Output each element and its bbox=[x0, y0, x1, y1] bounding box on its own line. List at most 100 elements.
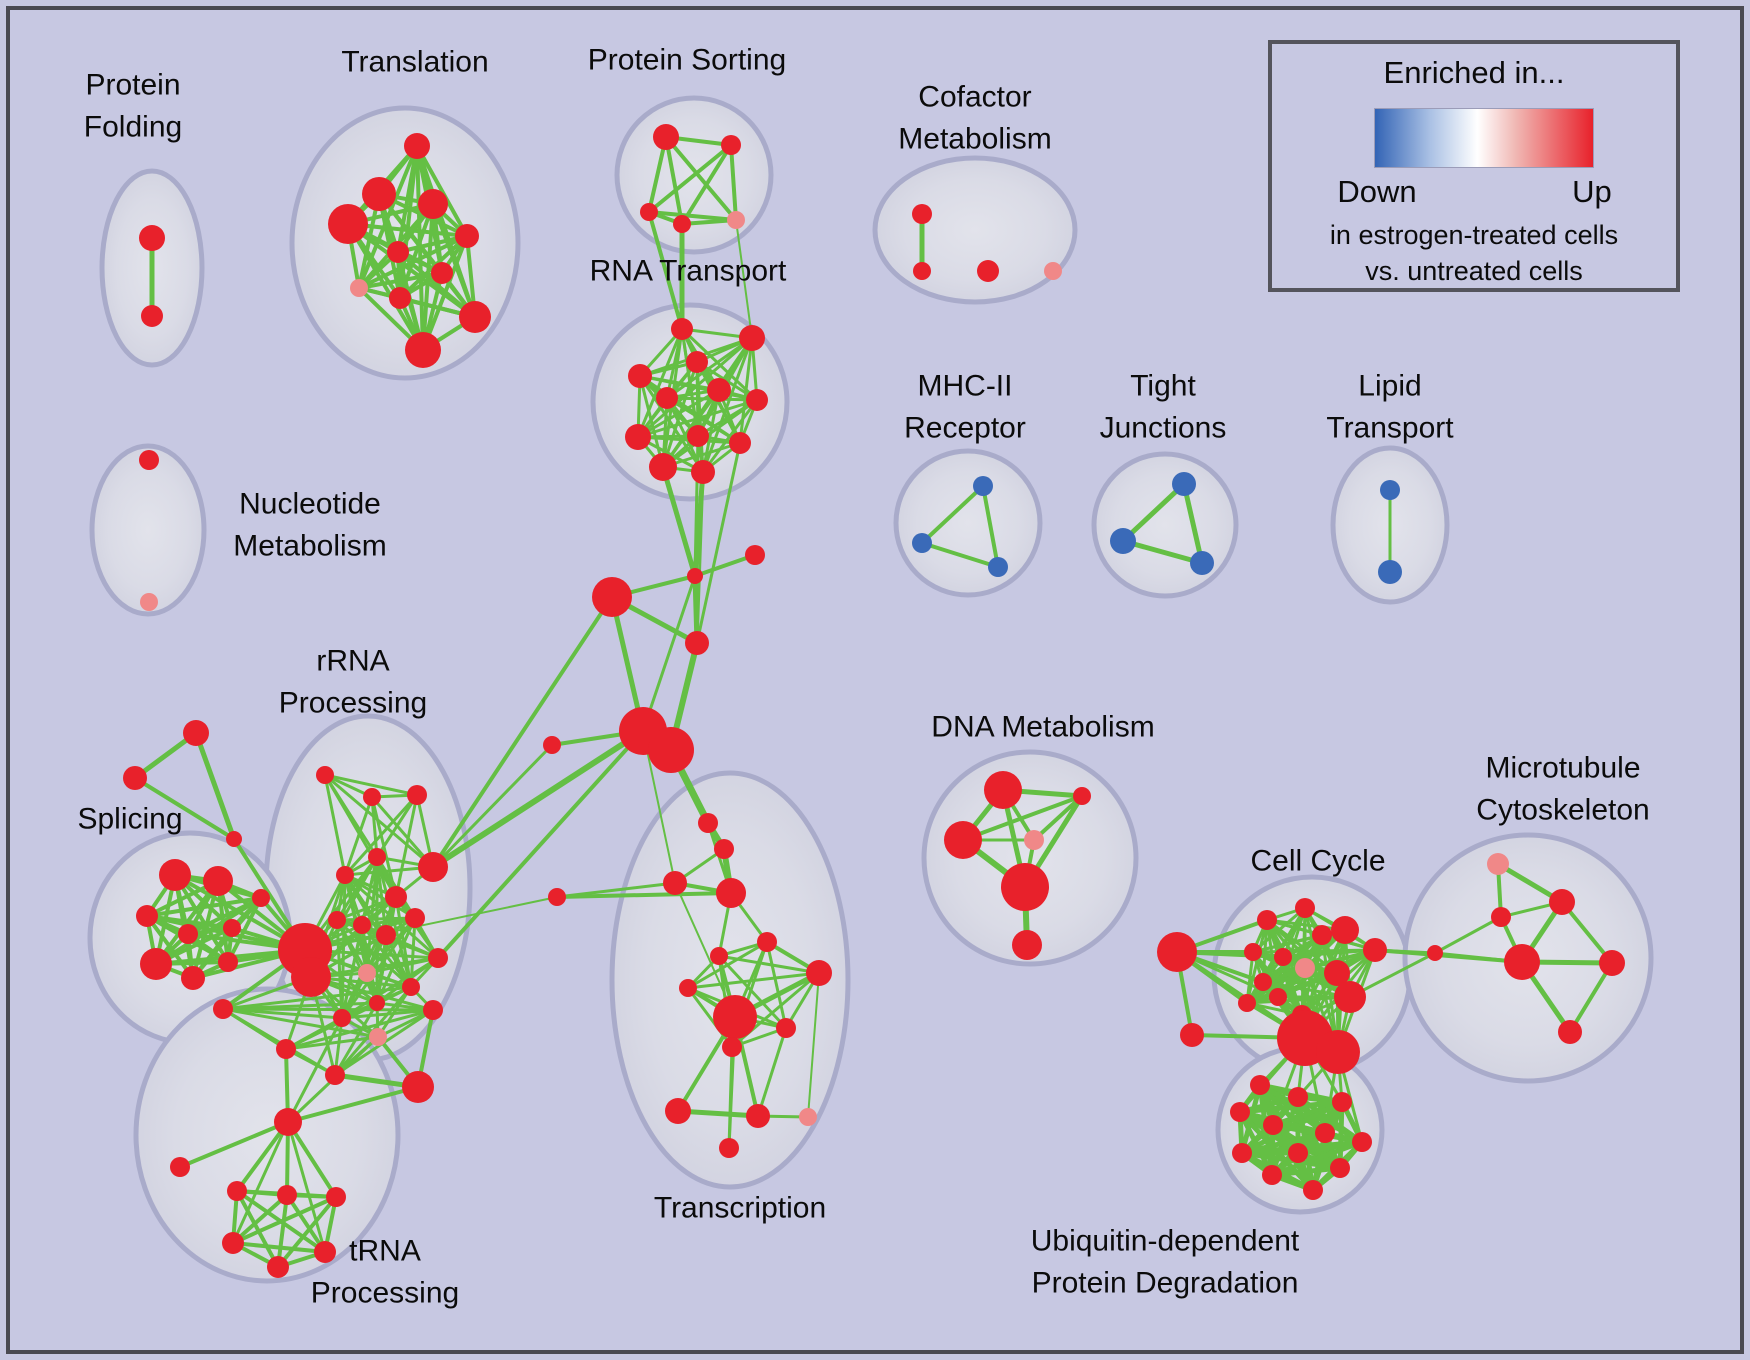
node-X4 bbox=[716, 878, 746, 908]
legend-subtitle-line1: in estrogen-treated cells bbox=[1329, 220, 1619, 250]
node-B2 bbox=[912, 533, 932, 553]
node-D4 bbox=[1024, 830, 1044, 850]
node-RT8 bbox=[625, 424, 651, 450]
node-R5 bbox=[385, 886, 407, 908]
cluster-label-protein-folding: Protein bbox=[85, 69, 180, 102]
node-X2 bbox=[714, 839, 734, 859]
node-RT9 bbox=[687, 425, 709, 447]
cluster-label-tight-junctions: Junctions bbox=[1100, 412, 1227, 445]
edge-PS1-PS4 bbox=[664, 135, 684, 226]
edge-PS4-PS5 bbox=[680, 218, 738, 226]
node-M5 bbox=[1427, 945, 1443, 961]
node-PS3 bbox=[640, 203, 658, 221]
cluster-label-cofactor-metabolism: Metabolism bbox=[898, 123, 1051, 156]
edge-R18-R20 bbox=[323, 773, 419, 797]
edge-TN0-TN6 bbox=[286, 1120, 327, 1254]
node-TN6 bbox=[314, 1241, 336, 1263]
edge-R12-R26 bbox=[221, 985, 413, 1011]
legend-box: Enriched in... Down Up in estrogen-treat… bbox=[1268, 40, 1680, 292]
edge-S9-M1 bbox=[226, 896, 263, 964]
edge-T7-T8 bbox=[357, 271, 444, 290]
edge-T3-T10 bbox=[431, 202, 477, 319]
node-X8 bbox=[806, 960, 832, 986]
edge-SN2-X4 bbox=[555, 891, 733, 899]
node-U3 bbox=[1332, 1092, 1352, 1112]
cluster-label-protein-sorting: Protein Sorting bbox=[588, 44, 786, 77]
node-U5 bbox=[1263, 1115, 1283, 1135]
node-RT2 bbox=[739, 325, 765, 351]
edge-RT9-CH1 bbox=[693, 434, 700, 578]
node-TR2 bbox=[123, 766, 147, 790]
node-RT7 bbox=[746, 389, 768, 411]
node-R13 bbox=[369, 995, 385, 1011]
cluster-labels-layer: Protein Folding Translation Protein Sorting… bbox=[77, 44, 1649, 1310]
node-C8 bbox=[1254, 973, 1272, 991]
node-TN7 bbox=[267, 1256, 289, 1278]
edge-TN3-TN6 bbox=[285, 1193, 327, 1254]
edge-C2-C4 bbox=[1251, 906, 1307, 954]
node-J1 bbox=[1172, 472, 1196, 496]
edge-CH1-CH2 bbox=[693, 553, 757, 578]
node-TN3 bbox=[277, 1185, 297, 1205]
edge-TN0-TN4 bbox=[286, 1120, 338, 1199]
node-T11 bbox=[405, 332, 441, 368]
node-R2 bbox=[336, 866, 354, 884]
node-CM3 bbox=[977, 260, 999, 282]
edge-T4-T11 bbox=[346, 222, 425, 352]
edge-RT4-RT12 bbox=[638, 374, 705, 474]
node-J2 bbox=[1110, 528, 1136, 554]
edge-TN0-R23 bbox=[286, 1085, 420, 1124]
cluster-label-microtubule-cytoskeleton: Microtubule bbox=[1485, 752, 1640, 785]
edge-RT11-CH1 bbox=[660, 464, 698, 579]
edge-SN2-R0 bbox=[304, 896, 558, 951]
node-CN1 bbox=[1180, 1023, 1204, 1047]
cluster-label-rrna-processing: Processing bbox=[279, 687, 427, 720]
edge-R6-R15 bbox=[335, 918, 344, 1020]
node-R19 bbox=[363, 788, 381, 806]
node-U10 bbox=[1330, 1158, 1350, 1178]
node-R8 bbox=[405, 908, 425, 928]
node-R23 bbox=[402, 1071, 434, 1103]
node-R3 bbox=[368, 848, 386, 866]
node-U11 bbox=[1262, 1165, 1282, 1185]
edge-R6-R13 bbox=[335, 918, 379, 1005]
node-PS4 bbox=[673, 215, 691, 233]
node-C6 bbox=[1295, 958, 1315, 978]
node-R6 bbox=[328, 911, 346, 929]
node-B1 bbox=[973, 476, 993, 496]
node-M1 bbox=[252, 889, 270, 907]
edge-TN0-TN1 bbox=[178, 1120, 290, 1169]
node-D5 bbox=[1001, 863, 1049, 911]
cluster-label-splicing: Splicing bbox=[77, 803, 182, 836]
node-MP bbox=[1487, 853, 1509, 875]
cluster-label-ubiquitin-dependent-protein-degradation: Ubiquitin-dependent bbox=[1031, 1225, 1300, 1258]
edge-T6-T10 bbox=[396, 250, 477, 319]
edge-X3-X9 bbox=[674, 882, 736, 1018]
cluster-label-mhc-ii-receptor: MHC-II bbox=[918, 370, 1013, 403]
node-X10 bbox=[776, 1018, 796, 1038]
node-S9 bbox=[218, 952, 238, 972]
edge-R2-R8 bbox=[343, 873, 417, 920]
node-RT4 bbox=[628, 364, 652, 388]
node-L1 bbox=[1380, 480, 1400, 500]
edge-RT7-RT8 bbox=[636, 398, 759, 439]
edge-TN0-R15 bbox=[286, 1016, 344, 1124]
node-PS1 bbox=[653, 124, 679, 150]
edge-R19-R3 bbox=[370, 795, 379, 859]
node-D3 bbox=[944, 821, 982, 859]
node-J3 bbox=[1190, 551, 1214, 575]
edge-RT3-RT10 bbox=[695, 360, 742, 445]
node-CH2 bbox=[745, 545, 765, 565]
edge-S3-M1 bbox=[145, 896, 263, 918]
legend-gradient-bar bbox=[1374, 108, 1594, 168]
edge-RT2-RT12 bbox=[701, 336, 754, 474]
edge-M5-M3 bbox=[1433, 915, 1503, 955]
node-S4 bbox=[178, 924, 198, 944]
edge-RT10-CH4 bbox=[695, 441, 742, 645]
node-PF2 bbox=[141, 305, 163, 327]
node-RT11 bbox=[649, 453, 677, 481]
edge-RT2-RT6 bbox=[665, 336, 754, 400]
cluster-label-nucleotide-metabolism: Metabolism bbox=[233, 530, 386, 563]
node-M4 bbox=[1504, 944, 1540, 980]
